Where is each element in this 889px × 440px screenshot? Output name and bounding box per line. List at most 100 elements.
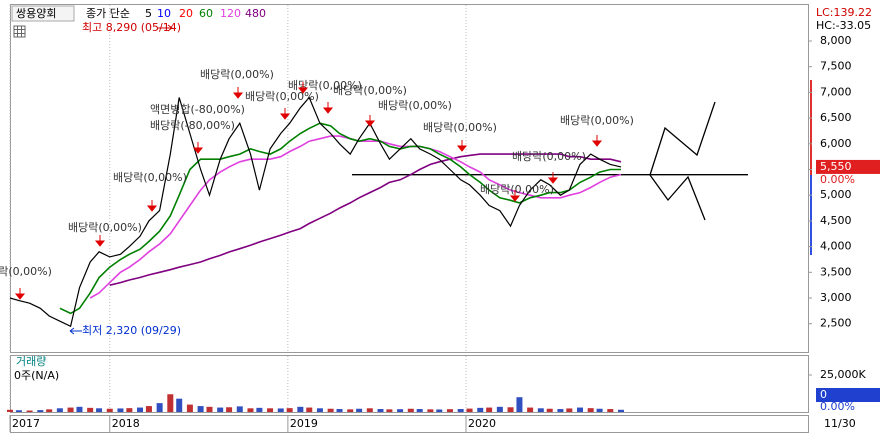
grid-icon-lines <box>14 26 25 37</box>
annotation: 배당락(0,00%) <box>200 68 274 81</box>
ticker-box[interactable] <box>11 5 75 22</box>
volume-bar <box>427 409 434 412</box>
volume-bar <box>596 408 603 412</box>
volume-bar <box>145 406 152 412</box>
y-tick-label: 3,500 <box>820 265 852 278</box>
last-price-badge <box>816 159 880 174</box>
x-tick-label: 2020 <box>468 417 496 430</box>
volume-bar <box>156 403 163 412</box>
annotation-arrow <box>279 108 291 120</box>
volume-bar <box>217 407 224 412</box>
drawn-line <box>649 101 716 176</box>
x-tick-label: 2018 <box>112 417 140 430</box>
volume-bar <box>206 406 213 412</box>
annotation: 배당락(0,00%) <box>245 90 319 103</box>
annotation: 배당락(0,00%) <box>560 114 634 127</box>
volume-bar <box>477 407 484 412</box>
legend-entry: 120 <box>220 7 241 20</box>
volume-bar <box>56 408 63 412</box>
volume-title: 거래량 <box>16 355 46 368</box>
annotation: 배당락(0,00%) <box>333 84 407 97</box>
volume-bar <box>167 394 174 412</box>
x-tick-label: 2017 <box>12 417 40 430</box>
volume-bar <box>457 409 464 412</box>
annotation-arrow <box>591 135 603 147</box>
volume-bar <box>527 407 534 412</box>
volume-bar <box>15 410 22 412</box>
volume-bar <box>557 409 564 412</box>
volume-bar <box>416 409 423 412</box>
volume-bar <box>176 398 183 412</box>
ma-line <box>59 122 621 315</box>
volume-bar <box>226 407 233 412</box>
drawn-line <box>649 174 706 221</box>
annotation: 배당락(-80,00%) <box>150 119 235 132</box>
y-tick-label: 4,500 <box>820 214 852 227</box>
annotation-arrow <box>232 87 244 99</box>
legend-entry: 20 <box>179 7 193 20</box>
annotation: 액면병합(-80,00%) <box>150 103 245 116</box>
volume-bar <box>507 407 514 412</box>
x-tick-label: 2019 <box>290 417 318 430</box>
ma-line <box>9 96 622 328</box>
y-tick-label: 5,000 <box>820 188 852 201</box>
y-tick-label: 2,500 <box>820 317 852 330</box>
volume-bar <box>197 406 204 412</box>
volume-bar <box>126 408 133 412</box>
annotation-arrow <box>146 200 158 212</box>
volume-bar <box>347 409 354 412</box>
volume-bar <box>277 408 284 412</box>
volume-bar <box>366 408 373 412</box>
hc-label: HC:-33.05 <box>816 19 871 32</box>
grid-icon[interactable] <box>13 25 26 38</box>
range-bar-down <box>810 175 812 255</box>
annotation-arrow <box>14 288 26 300</box>
high-label: 최고 8,290 (05/14) <box>82 21 181 34</box>
lc-label: LC:139.22 <box>816 6 872 19</box>
annotation: 배당락(0,00%) <box>480 183 554 196</box>
volume-bar <box>397 409 404 412</box>
annotation-arrow <box>94 235 106 247</box>
volume-bar <box>486 407 493 412</box>
range-bar-up <box>810 80 812 175</box>
y-tick-label: 8,000 <box>820 34 852 47</box>
y-tick-label: 6,000 <box>820 137 852 150</box>
y-tick-label: 3,000 <box>820 291 852 304</box>
volume-bar <box>37 410 44 412</box>
volume-bar <box>407 408 414 412</box>
annotation-arrow <box>364 115 376 127</box>
annotation: 배당락(0,00%) <box>378 99 452 112</box>
volume-bar <box>87 407 94 412</box>
volume-bar <box>327 408 334 412</box>
volume-bar <box>537 408 544 412</box>
ticker-name: 쌍용양회 <box>16 7 56 20</box>
legend-entry: 480 <box>245 7 266 20</box>
volume-bar <box>76 406 83 412</box>
legend-entry: 60 <box>199 7 213 20</box>
volume-bar <box>7 409 13 412</box>
annotation-arrow <box>192 142 204 154</box>
volume-bar <box>286 408 293 412</box>
volume-bar <box>26 410 33 412</box>
volume-bar <box>46 409 53 412</box>
legend-entry: 10 <box>157 7 171 20</box>
high-arrow <box>158 24 173 32</box>
volume-last-badge <box>816 388 880 402</box>
legend-entry: 5 <box>145 7 152 20</box>
annotation-arrow <box>509 190 521 202</box>
volume-bar <box>356 408 363 412</box>
volume-bar <box>186 404 193 412</box>
volume-bar <box>256 407 263 412</box>
x-end-label: 11/30 <box>824 417 856 430</box>
y-tick-label: 6,500 <box>820 111 852 124</box>
annotation-arrow <box>547 172 559 184</box>
volume-change: 0.00% <box>820 400 855 413</box>
volume-info: 0주(N/A) <box>14 369 59 382</box>
volume-bar <box>566 408 573 412</box>
volume-bar <box>297 406 304 412</box>
volume-bar <box>247 408 254 412</box>
volume-bar <box>267 408 274 412</box>
volume-bar <box>377 409 384 412</box>
volume-bar <box>496 406 503 412</box>
